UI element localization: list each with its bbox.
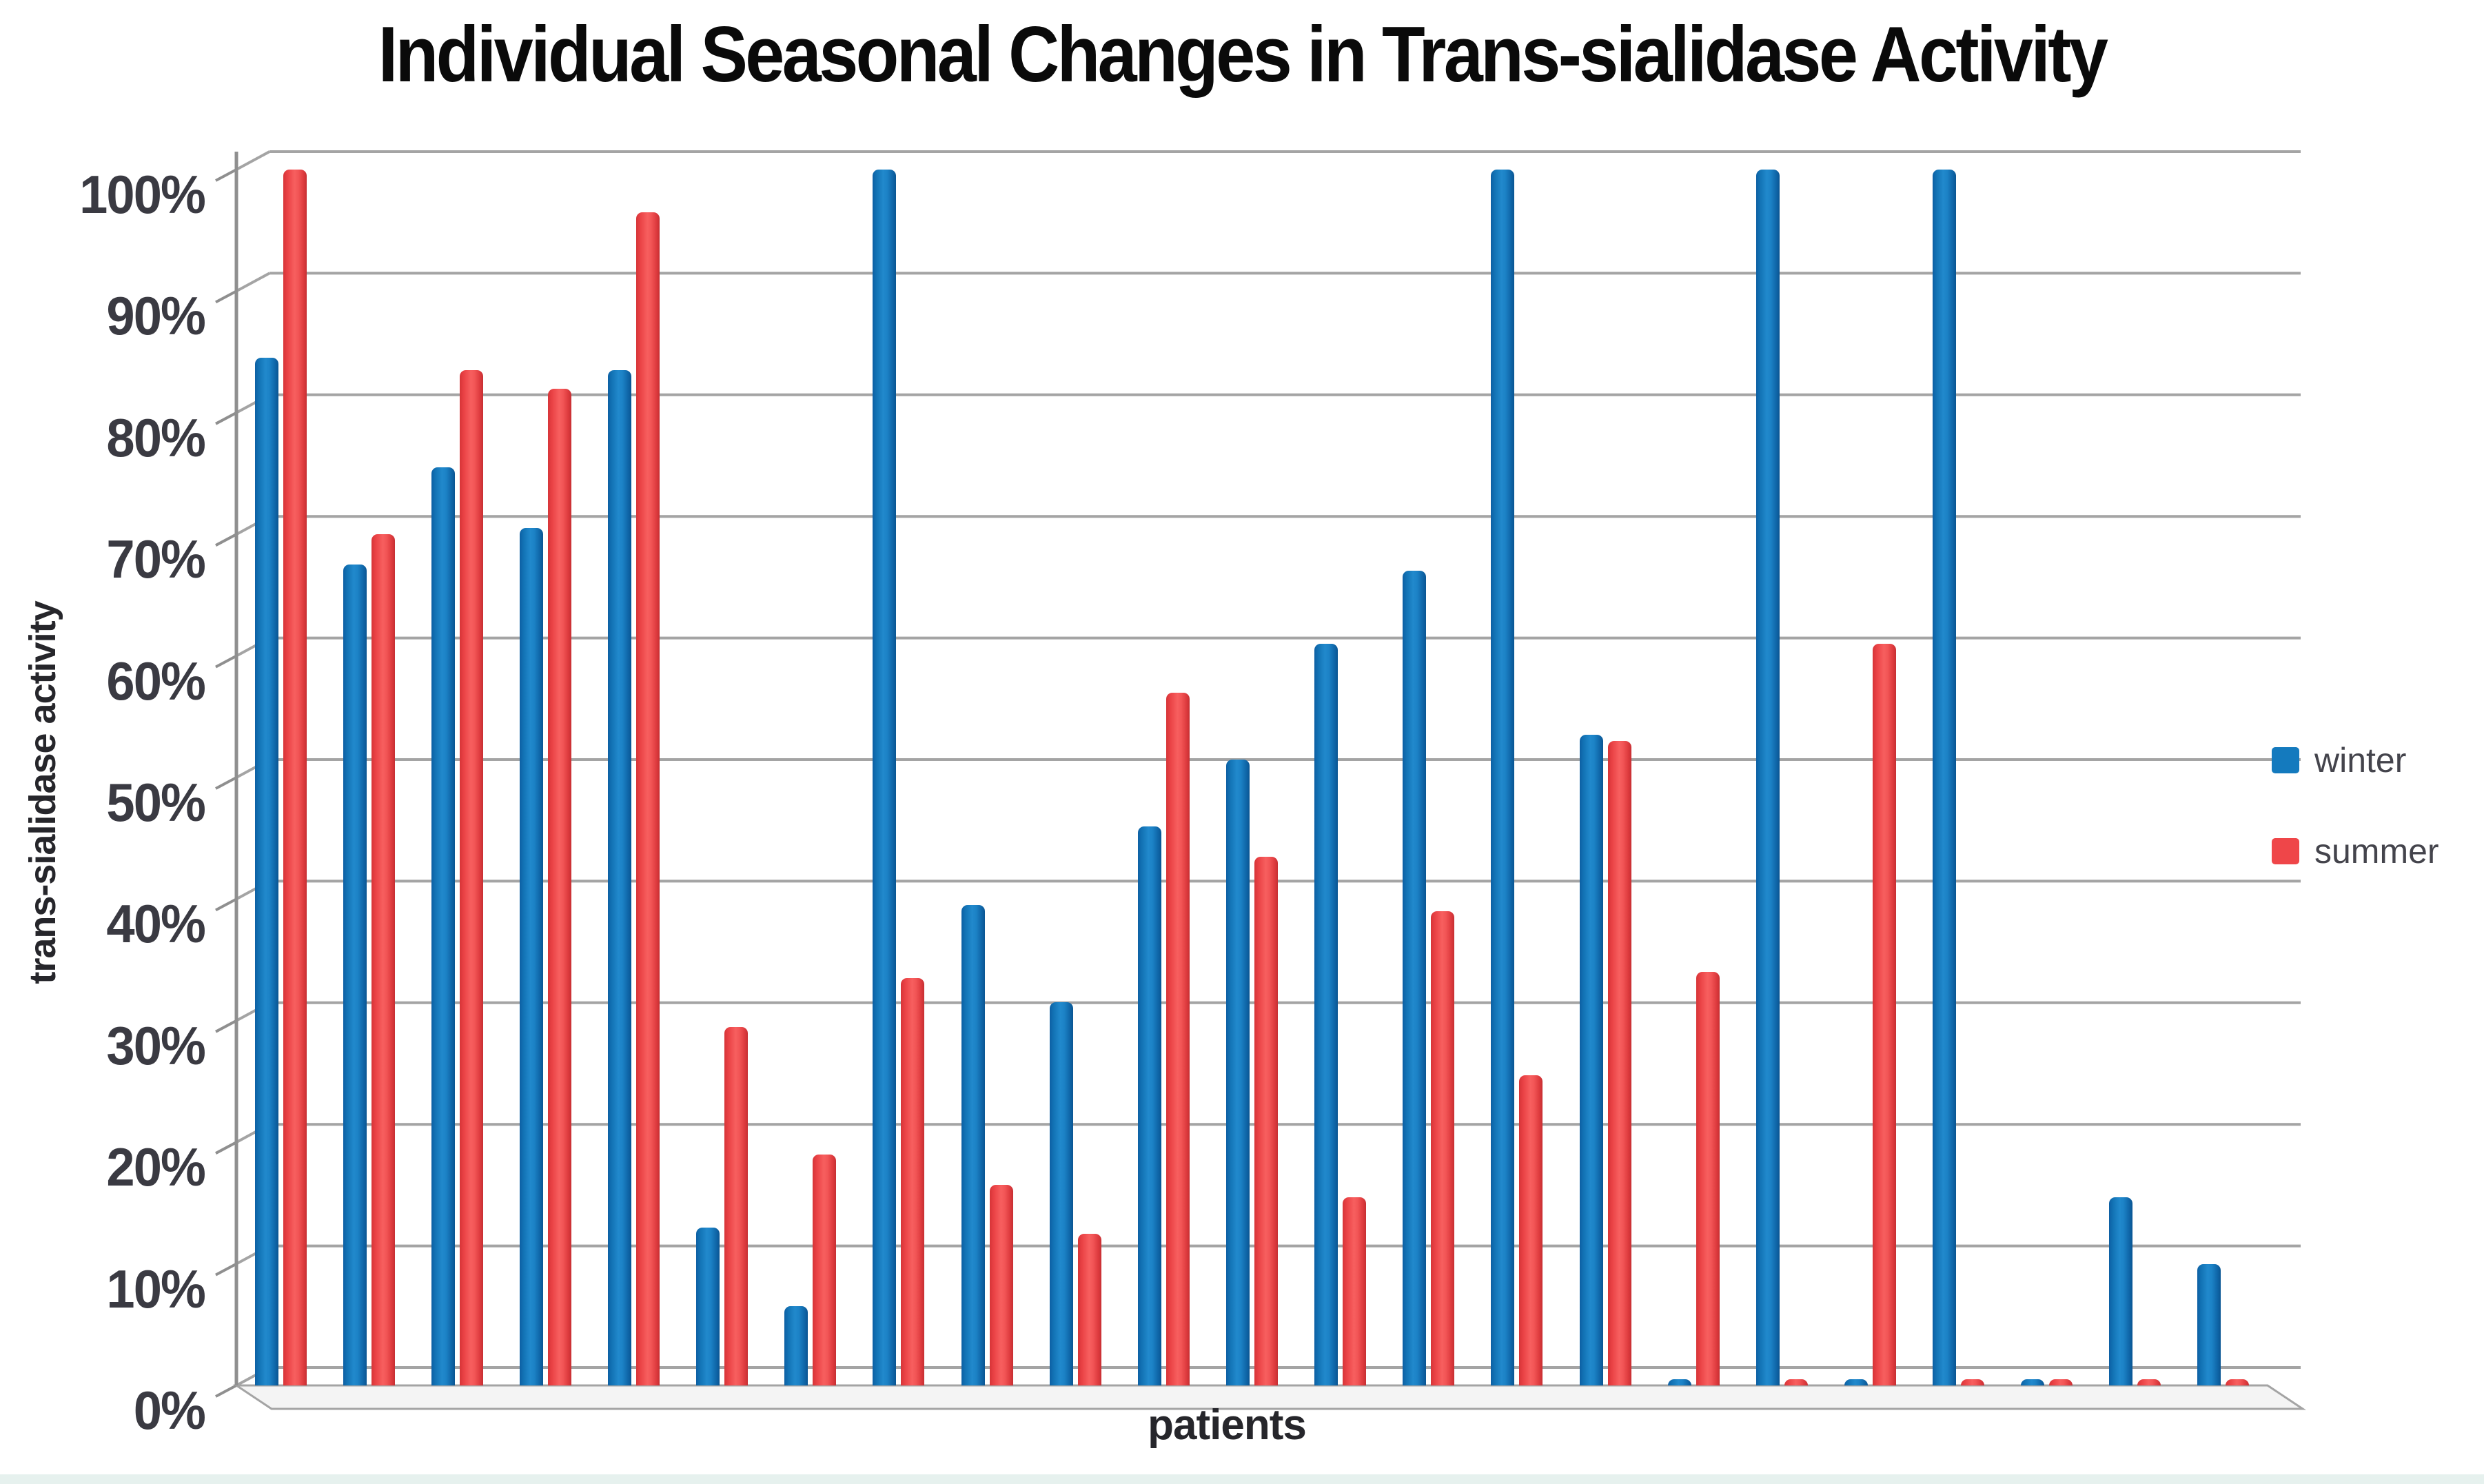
chart-floor xyxy=(233,1384,2306,1410)
bar-winter-patient-12 xyxy=(1226,759,1250,1385)
bar-summer-patient-10 xyxy=(1077,1233,1101,1385)
bar-summer-patient-14 xyxy=(1431,911,1455,1385)
bar-winter-patient-15 xyxy=(1491,170,1515,1385)
y-tick-label-0: 0% xyxy=(133,1380,206,1441)
bar-summer-patient-17 xyxy=(1696,972,1720,1385)
y-tick-label-70: 70% xyxy=(106,529,206,590)
bar-summer-patient-8 xyxy=(901,978,925,1385)
y-tick-mark xyxy=(215,168,237,182)
chart-title: Individual Seasonal Changes in Trans-sia… xyxy=(378,11,2108,99)
y-tick-mark xyxy=(215,289,237,304)
bar-summer-patient-16 xyxy=(1607,741,1631,1385)
bar-winter-patient-9 xyxy=(961,905,985,1385)
bar-winter-patient-17 xyxy=(1667,1379,1691,1385)
bar-summer-patient-3 xyxy=(459,370,483,1385)
y-tick-label-90: 90% xyxy=(106,285,206,347)
bar-summer-patient-7 xyxy=(813,1154,837,1385)
y-tick-label-30: 30% xyxy=(106,1015,206,1076)
legend-swatch-summer xyxy=(2272,838,2299,864)
legend-label: winter xyxy=(2314,741,2407,780)
bar-winter-patient-10 xyxy=(1049,1002,1073,1385)
bar-summer-patient-15 xyxy=(1519,1075,1543,1385)
gridline-connector xyxy=(236,150,270,171)
bar-summer-patient-18 xyxy=(1784,1379,1808,1385)
bottom-band xyxy=(0,1474,2484,1484)
bar-winter-patient-7 xyxy=(784,1306,808,1385)
y-tick-mark xyxy=(215,1141,237,1155)
bar-winter-patient-13 xyxy=(1314,643,1338,1385)
bar-winter-patient-14 xyxy=(1403,571,1427,1385)
bar-winter-patient-8 xyxy=(873,170,897,1385)
bar-winter-patient-3 xyxy=(431,467,455,1385)
bar-summer-patient-9 xyxy=(989,1184,1013,1385)
y-tick-mark xyxy=(215,1019,237,1033)
y-tick-mark xyxy=(215,897,237,912)
bar-summer-patient-2 xyxy=(371,534,395,1385)
bar-winter-patient-6 xyxy=(696,1227,720,1385)
y-tick-mark xyxy=(215,776,237,790)
bar-winter-patient-19 xyxy=(1844,1379,1868,1385)
bar-summer-patient-19 xyxy=(1872,643,1896,1385)
y-tick-label-100: 100% xyxy=(79,164,206,225)
bar-summer-patient-5 xyxy=(636,212,660,1385)
bar-winter-patient-20 xyxy=(1933,170,1957,1385)
bar-winter-patient-16 xyxy=(1579,735,1603,1385)
bar-winter-patient-21 xyxy=(2021,1379,2045,1385)
legend-swatch-winter xyxy=(2272,747,2299,773)
legend-label: summer xyxy=(2314,832,2439,871)
bar-summer-patient-11 xyxy=(1165,692,1190,1385)
y-tick-mark xyxy=(215,654,237,669)
gridline-connector xyxy=(236,272,270,293)
y-tick-mark xyxy=(215,1384,237,1398)
y-tick-label-10: 10% xyxy=(106,1258,206,1319)
bar-summer-patient-6 xyxy=(724,1026,749,1385)
bar-summer-patient-13 xyxy=(1343,1197,1367,1385)
y-tick-label-40: 40% xyxy=(106,893,206,955)
bar-summer-patient-1 xyxy=(283,170,307,1385)
y-tick-mark xyxy=(215,533,237,547)
bar-winter-patient-1 xyxy=(254,358,278,1385)
y-tick-mark xyxy=(215,411,237,425)
x-axis-title: patients xyxy=(1148,1401,1307,1449)
bar-summer-patient-22 xyxy=(2137,1379,2161,1385)
bar-winter-patient-4 xyxy=(519,528,543,1385)
legend-item-summer: summer xyxy=(2272,831,2439,871)
bar-summer-patient-21 xyxy=(2049,1379,2073,1385)
legend: winter summer xyxy=(2272,740,2439,922)
bar-winter-patient-11 xyxy=(1137,826,1161,1385)
bar-winter-patient-2 xyxy=(343,565,367,1385)
legend-item-winter: winter xyxy=(2272,740,2439,780)
bar-winter-patient-5 xyxy=(608,370,632,1385)
bar-summer-patient-20 xyxy=(1961,1379,1985,1385)
y-tick-label-50: 50% xyxy=(106,772,206,833)
bar-summer-patient-23 xyxy=(2226,1379,2250,1385)
y-tick-label-20: 20% xyxy=(106,1137,206,1198)
bar-winter-patient-22 xyxy=(2109,1197,2133,1385)
bar-summer-patient-4 xyxy=(547,388,571,1385)
bar-winter-patient-18 xyxy=(1755,170,1780,1385)
bar-summer-patient-12 xyxy=(1254,856,1278,1385)
y-tick-label-60: 60% xyxy=(106,650,206,711)
bar-winter-patient-23 xyxy=(2197,1263,2221,1385)
y-tick-mark xyxy=(215,1262,237,1277)
y-tick-label-80: 80% xyxy=(106,407,206,468)
